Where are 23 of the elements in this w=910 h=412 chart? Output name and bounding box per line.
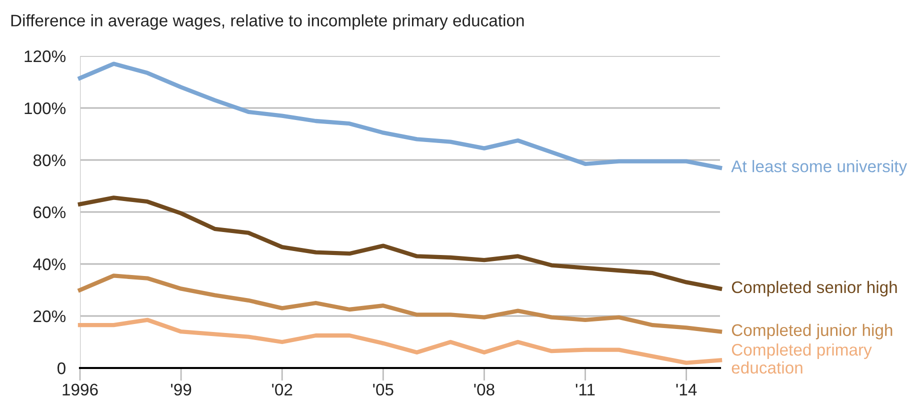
line-series (78, 318, 722, 365)
x-tick-label: '05 (373, 384, 394, 396)
x-tick-label: '02 (272, 384, 292, 396)
series-label: Completed junior high (732, 324, 892, 340)
line-series (78, 274, 722, 334)
series-label: Completed senior high (732, 280, 897, 296)
y-tick-label: 80% (33, 154, 66, 166)
series-label: At least some university (731, 160, 908, 176)
y-tick-label: 60% (34, 206, 66, 218)
y-tick-label: 0 (57, 362, 66, 374)
x-tick-label: 1996 (62, 384, 98, 396)
line-series (78, 196, 722, 291)
x-tick-label: '11 (576, 384, 595, 396)
x-tick-label: '99 (171, 384, 192, 396)
y-tick-label: 120% (24, 50, 66, 62)
y-tick-label: 20% (34, 310, 66, 322)
line-series (78, 62, 722, 170)
x-tick-label: '14 (676, 384, 697, 396)
x-tick-label: '08 (474, 384, 494, 396)
y-tick-label: 40% (33, 258, 66, 270)
chart-title: Difference in average wages, relative to incomplete primary education (11, 14, 524, 30)
y-tick-label: 100% (24, 102, 66, 114)
series-label: Completed primary education (732, 343, 872, 374)
